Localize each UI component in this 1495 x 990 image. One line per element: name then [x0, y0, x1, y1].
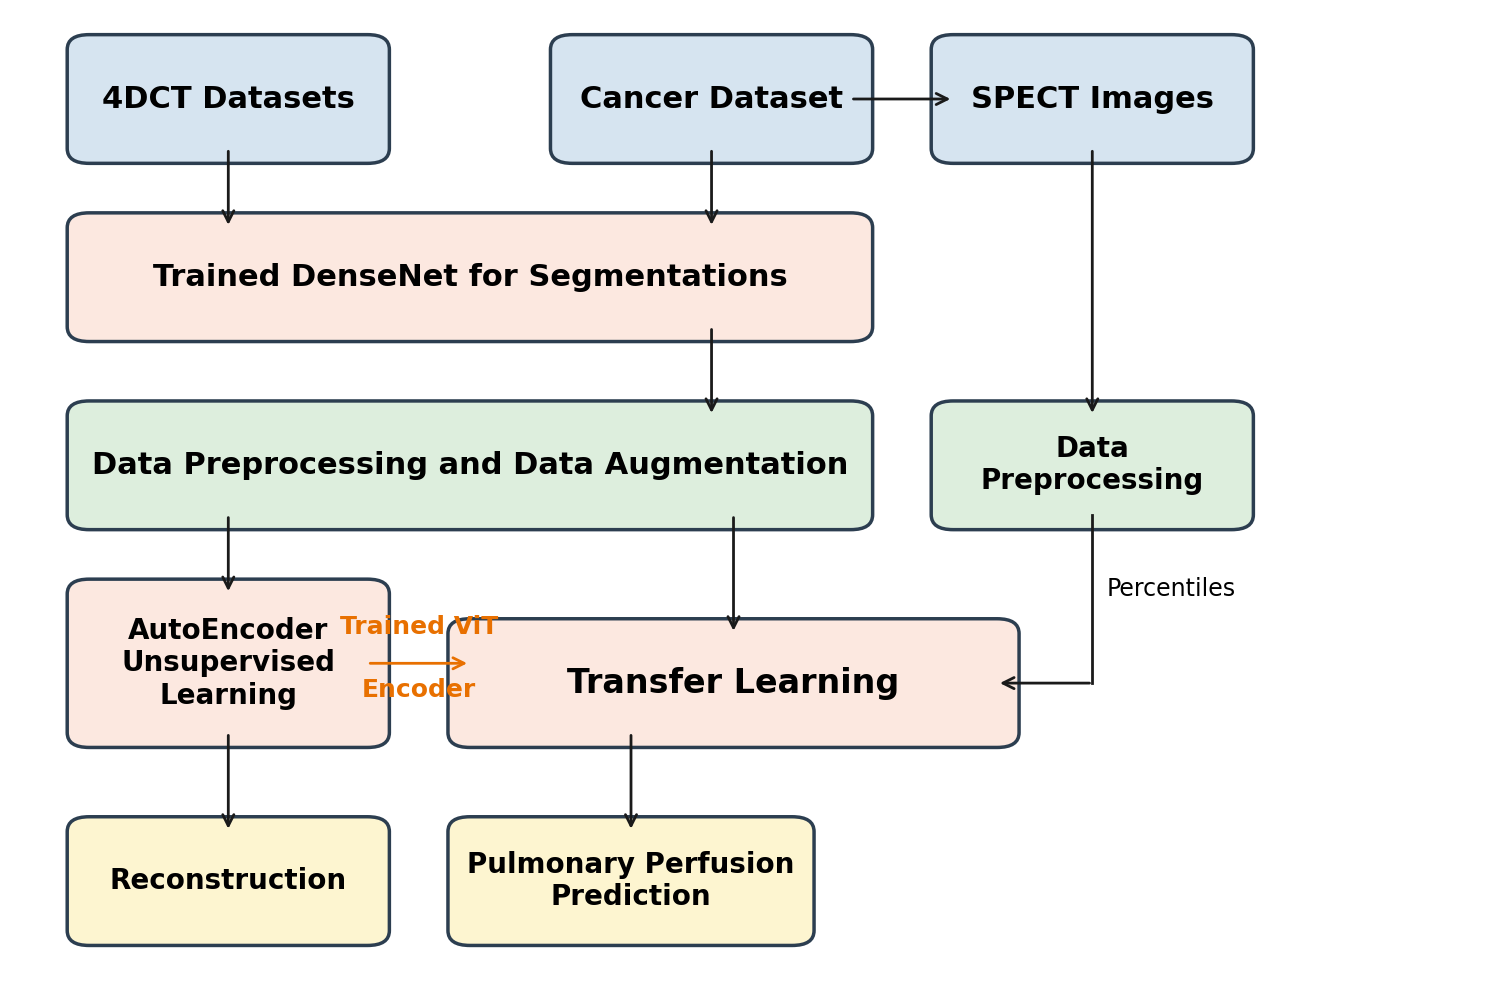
- Text: Trained ViT: Trained ViT: [339, 615, 498, 639]
- FancyBboxPatch shape: [67, 35, 389, 163]
- FancyBboxPatch shape: [550, 35, 873, 163]
- Text: Transfer Learning: Transfer Learning: [568, 666, 900, 700]
- Text: Encoder: Encoder: [362, 678, 475, 702]
- FancyBboxPatch shape: [931, 401, 1253, 530]
- Text: Reconstruction: Reconstruction: [109, 867, 347, 895]
- Text: Percentiles: Percentiles: [1106, 577, 1236, 601]
- FancyBboxPatch shape: [67, 401, 873, 530]
- Text: AutoEncoder
Unsupervised
Learning: AutoEncoder Unsupervised Learning: [121, 617, 335, 710]
- FancyBboxPatch shape: [67, 817, 389, 945]
- Text: Trained DenseNet for Segmentations: Trained DenseNet for Segmentations: [152, 262, 788, 292]
- FancyBboxPatch shape: [448, 817, 815, 945]
- Text: Cancer Dataset: Cancer Dataset: [580, 84, 843, 114]
- FancyBboxPatch shape: [448, 619, 1020, 747]
- Text: Pulmonary Perfusion
Prediction: Pulmonary Perfusion Prediction: [468, 850, 795, 912]
- Text: Data Preprocessing and Data Augmentation: Data Preprocessing and Data Augmentation: [91, 450, 848, 480]
- FancyBboxPatch shape: [931, 35, 1253, 163]
- Text: Data
Preprocessing: Data Preprocessing: [981, 435, 1203, 496]
- FancyBboxPatch shape: [67, 579, 389, 747]
- FancyBboxPatch shape: [67, 213, 873, 342]
- Text: SPECT Images: SPECT Images: [970, 84, 1214, 114]
- Text: 4DCT Datasets: 4DCT Datasets: [102, 84, 354, 114]
